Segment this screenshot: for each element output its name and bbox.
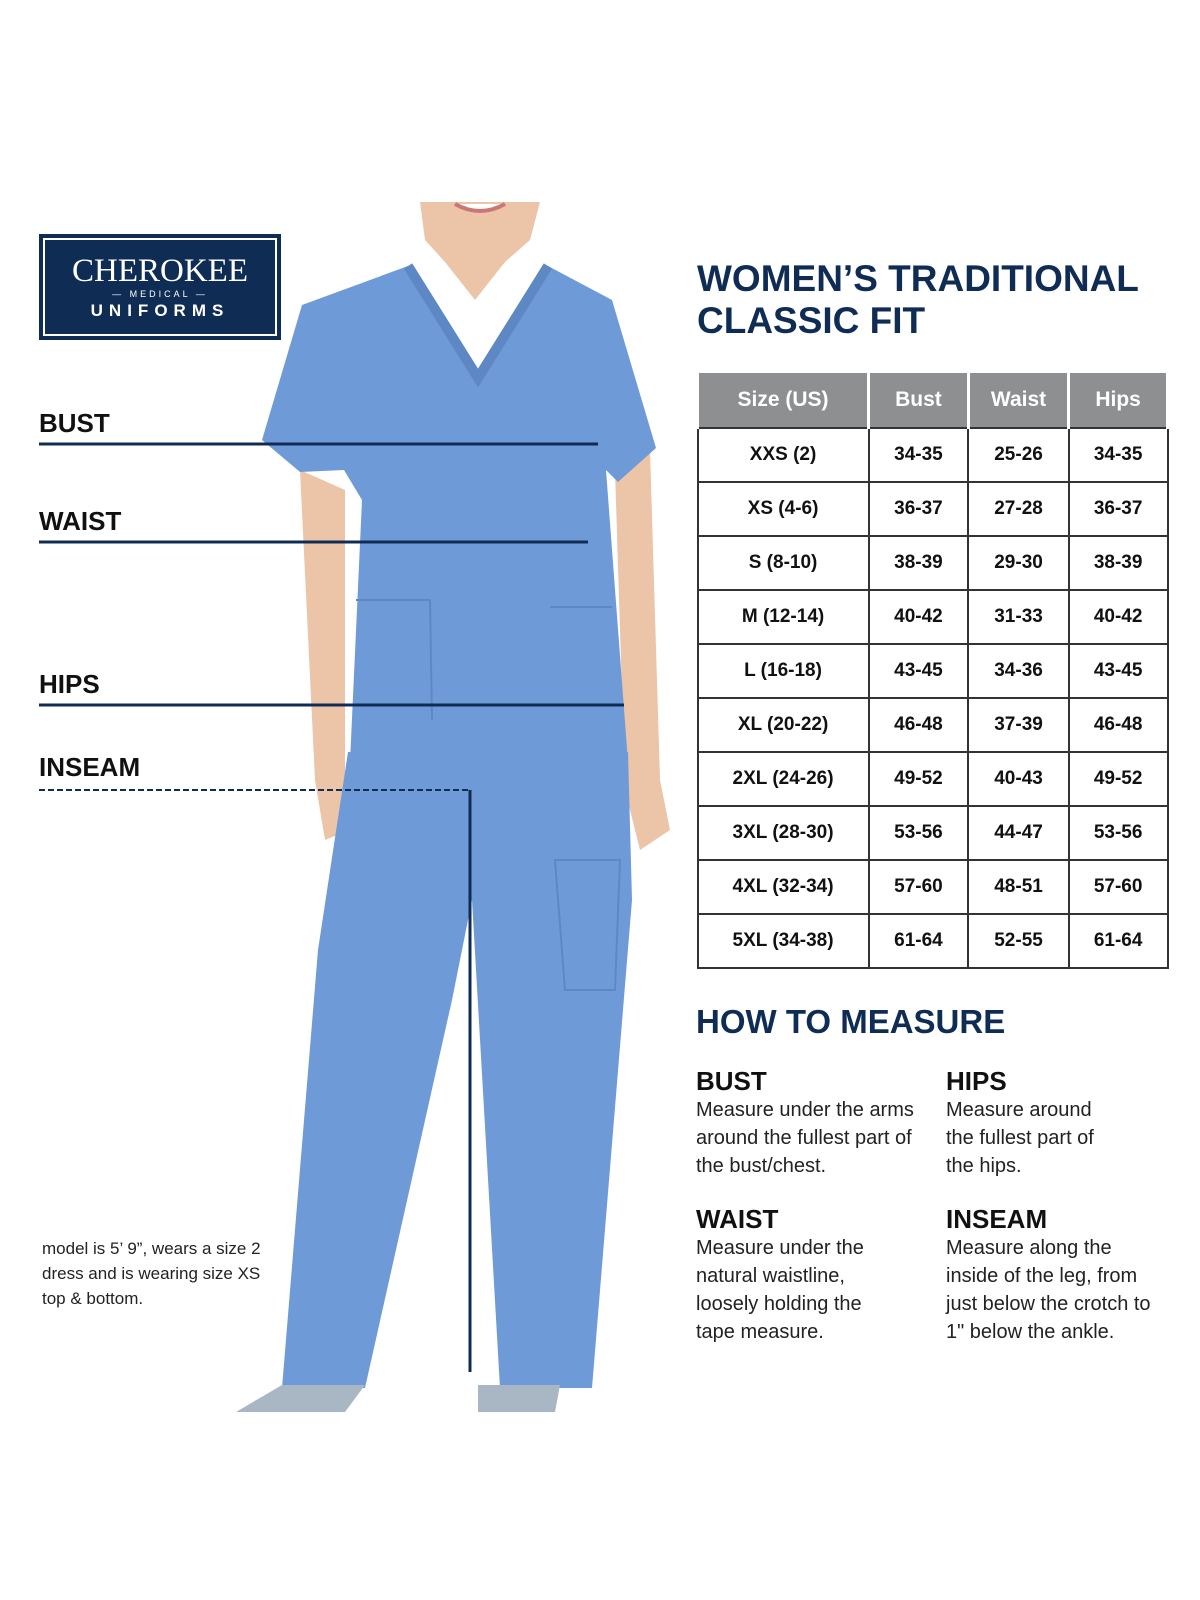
table-cell: 34-35 <box>867 427 970 483</box>
table-cell: 49-52 <box>1067 751 1169 807</box>
left-shoe <box>236 1385 365 1412</box>
table-row: XXS (2) 34-35 25-26 34-35 <box>696 427 1169 483</box>
v-neck-collar <box>403 263 553 388</box>
table-cell: 57-60 <box>1067 859 1169 915</box>
measure-heading: WAIST <box>696 1204 779 1234</box>
measure-hips: HIPS Measure around the fullest part of … <box>946 1066 1116 1180</box>
table-cell: 4XL (32-34) <box>696 859 870 915</box>
table-row: XL (20-22) 46-48 37-39 46-48 <box>696 697 1169 753</box>
table-cell: 48-51 <box>967 859 1070 915</box>
how-to-measure-title: HOW TO MEASURE <box>696 1003 1006 1040</box>
table-cell: 44-47 <box>967 805 1070 861</box>
table-cell: 36-37 <box>1067 481 1169 537</box>
measure-bust: BUST Measure under the arms around the f… <box>696 1066 926 1180</box>
column-header: Hips <box>1067 373 1169 428</box>
title-line-2: CLASSIC FIT <box>697 300 926 341</box>
table-cell: 43-45 <box>1067 643 1169 699</box>
table-row: XS (4-6) 36-37 27-28 36-37 <box>696 481 1169 537</box>
table-cell: L (16-18) <box>696 643 870 699</box>
cargo-pocket <box>553 859 622 991</box>
model-smile <box>454 202 506 213</box>
measure-heading: INSEAM <box>946 1204 1048 1234</box>
table-row: M (12-14) 40-42 31-33 40-42 <box>696 589 1169 645</box>
model-neck <box>420 202 540 300</box>
measure-text: Measure along the inside of the leg, fro… <box>946 1237 1151 1343</box>
table-row: S (8-10) 38-39 29-30 38-39 <box>696 535 1169 591</box>
cherokee-logo: CHEROKEE — MEDICAL — UNIFORMS <box>39 234 281 340</box>
table-cell: 53-56 <box>1067 805 1169 861</box>
table-row: 5XL (34-38) 61-64 52-55 61-64 <box>696 913 1169 969</box>
table-cell: 38-39 <box>867 535 970 591</box>
table-cell: 57-60 <box>867 859 970 915</box>
logo-brand: CHEROKEE <box>72 253 248 289</box>
model-note: model is 5’ 9”, wears a size 2 dress and… <box>42 1239 261 1308</box>
measure-inseam: INSEAM Measure along the inside of the l… <box>946 1204 1156 1346</box>
table-cell: 46-48 <box>1067 697 1169 753</box>
measure-text: Measure under the natural waistline, loo… <box>696 1237 864 1343</box>
table-cell: 40-42 <box>1067 589 1169 645</box>
column-header: Size (US) <box>695 373 871 428</box>
table-row: L (16-18) 43-45 34-36 43-45 <box>696 643 1169 699</box>
measure-heading: HIPS <box>946 1066 1007 1096</box>
model-right-arm <box>615 450 670 850</box>
scrub-top <box>262 266 656 762</box>
measure-text: Measure around the fullest part of the h… <box>946 1099 1094 1177</box>
column-header: Bust <box>867 373 970 428</box>
table-cell: 52-55 <box>967 913 1070 969</box>
table-cell: M (12-14) <box>696 589 870 645</box>
table-cell: XXS (2) <box>696 427 870 483</box>
table-row: 3XL (28-30) 53-56 44-47 53-56 <box>696 805 1169 861</box>
table-cell: 25-26 <box>967 427 1070 483</box>
table-cell: 61-64 <box>867 913 970 969</box>
table-cell: 36-37 <box>867 481 970 537</box>
label-bust: BUST <box>39 408 110 438</box>
size-table: Size (US) Bust Waist Hips XXS (2) 34-35 25-26… <box>695 373 1169 969</box>
table-cell: XS (4-6) <box>696 481 870 537</box>
table-cell: 49-52 <box>867 751 970 807</box>
label-waist: WAIST <box>39 506 122 536</box>
table-row: 2XL (24-26) 49-52 40-43 49-52 <box>696 751 1169 807</box>
measure-heading: BUST <box>696 1066 767 1096</box>
table-cell: 61-64 <box>1067 913 1169 969</box>
table-cell: 46-48 <box>867 697 970 753</box>
table-cell: 5XL (34-38) <box>696 913 870 969</box>
table-cell: 53-56 <box>867 805 970 861</box>
table-cell: 27-28 <box>967 481 1070 537</box>
table-header: Size (US) Bust Waist Hips <box>695 373 1169 428</box>
measure-waist: WAIST Measure under the natural waistlin… <box>696 1204 896 1346</box>
table-cell: 3XL (28-30) <box>696 805 870 861</box>
table-cell: S (8-10) <box>696 535 870 591</box>
logo-medical: — MEDICAL — <box>112 289 208 299</box>
page-title: WOMEN’S TRADITIONAL CLASSIC FIT <box>697 258 1139 342</box>
table-cell: 31-33 <box>967 589 1070 645</box>
top-pockets <box>356 599 612 721</box>
table-cell: 2XL (24-26) <box>696 751 870 807</box>
table-cell: 37-39 <box>967 697 1070 753</box>
table-row: 4XL (32-34) 57-60 48-51 57-60 <box>696 859 1169 915</box>
table-cell: 38-39 <box>1067 535 1169 591</box>
table-cell: 34-36 <box>967 643 1070 699</box>
table-cell: 40-42 <box>867 589 970 645</box>
label-hips: HIPS <box>39 669 100 699</box>
title-line-1: WOMEN’S TRADITIONAL <box>697 258 1139 299</box>
measure-text: Measure under the arms around the fulles… <box>696 1099 914 1177</box>
table-cell: 34-35 <box>1067 427 1169 483</box>
table-cell: 40-43 <box>967 751 1070 807</box>
table-cell: 43-45 <box>867 643 970 699</box>
table-cell: XL (20-22) <box>696 697 870 753</box>
model-left-arm <box>300 470 350 840</box>
right-shoe <box>478 1385 560 1412</box>
scrub-pants <box>282 752 632 1388</box>
label-inseam: INSEAM <box>39 752 141 782</box>
logo-uniforms: UNIFORMS <box>90 301 230 320</box>
table-cell: 29-30 <box>967 535 1070 591</box>
column-header: Waist <box>966 373 1071 428</box>
